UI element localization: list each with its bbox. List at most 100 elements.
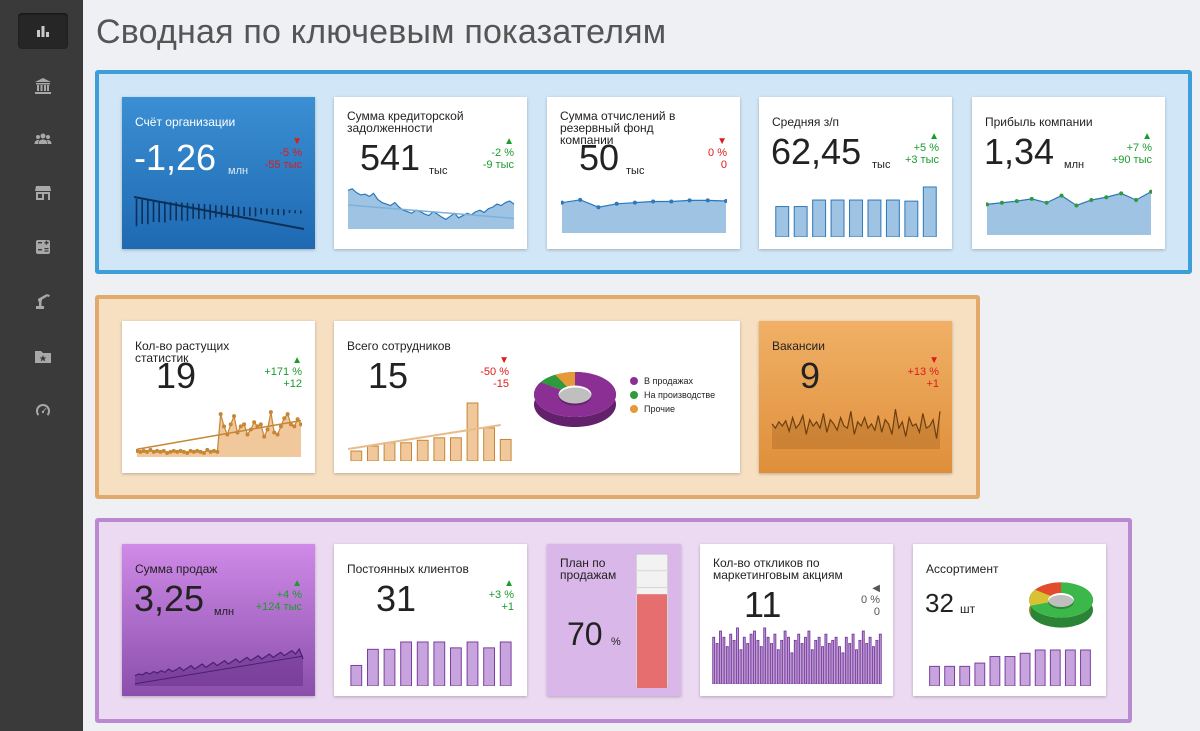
- legend-dot: [630, 405, 638, 413]
- series-line: [347, 188, 515, 221]
- card-unit: млн: [228, 165, 249, 177]
- account-card[interactable]: Счёт организации -1,26 млн ▼ -5 % -55 ты…: [122, 97, 315, 249]
- delta-percent: 0 %: [861, 594, 880, 606]
- payables-card[interactable]: Сумма кредиторской задолженности 541 тыс…: [334, 97, 527, 249]
- page-title: Сводная по ключевым показателям: [96, 13, 667, 51]
- delta-absolute: -15: [493, 378, 509, 390]
- data-point: [151, 449, 156, 454]
- bar: [1080, 649, 1091, 686]
- bar: [742, 636, 746, 684]
- bar: [243, 206, 245, 217]
- sales-chart: [134, 647, 304, 686]
- card-title: Средняя з/п: [772, 115, 840, 129]
- card-value: 31: [376, 578, 417, 619]
- card-delta: ▲ +3 % +1: [454, 578, 514, 614]
- bar: [152, 200, 155, 222]
- data-point: [205, 447, 210, 452]
- profit-card[interactable]: Прибыль компании 1,34 млн ▲ +7 % +90 тыс: [972, 97, 1165, 249]
- vacancies-card[interactable]: Вакансии 9 ▼ +13 % +1: [759, 321, 952, 473]
- bar: [416, 439, 429, 461]
- data-point: [232, 414, 237, 419]
- bar: [715, 643, 719, 684]
- delta-absolute: +1: [926, 378, 939, 390]
- data-point: [198, 449, 203, 454]
- data-point: [999, 200, 1004, 205]
- reserve-card[interactable]: Сумма отчислений в резервный фонд компан…: [547, 97, 740, 249]
- legend-dot: [630, 377, 638, 385]
- series-line: [561, 199, 727, 208]
- data-point: [596, 205, 601, 210]
- bar: [1004, 656, 1016, 686]
- up-arrow-icon: ▲: [504, 578, 514, 589]
- bar: [1064, 649, 1076, 686]
- data-point: [222, 424, 227, 429]
- sidebar-item-production[interactable]: [18, 283, 68, 319]
- clients-card[interactable]: Постоянных клиентов 31 ▲ +3 % +1: [334, 544, 527, 696]
- sidebar-item-finance[interactable]: [18, 68, 68, 104]
- card-value: 15: [368, 355, 409, 396]
- donut-slice: [1030, 582, 1093, 618]
- delta-percent: +13 %: [907, 366, 940, 378]
- responses-card[interactable]: Кол-во откликов по маркетинговым акциям …: [700, 544, 893, 696]
- responses-chart: [712, 627, 882, 684]
- bar: [807, 630, 811, 684]
- growth-card[interactable]: Кол-во растущих статистик 19 ▲ +171 % +1…: [122, 321, 315, 473]
- assortment-card[interactable]: Ассортимент 32 шт: [913, 544, 1106, 696]
- bar: [851, 633, 855, 684]
- bar: [1019, 652, 1031, 686]
- sales-card[interactable]: Сумма продаж 3,25 млн ▲ +4 % +124 тыс: [122, 544, 315, 696]
- sidebar-item-accounting[interactable]: [18, 229, 68, 265]
- data-point: [651, 199, 656, 204]
- trend-line: [347, 204, 515, 220]
- bar: [844, 636, 848, 684]
- bar: [237, 206, 240, 216]
- data-point: [295, 417, 300, 422]
- sidebar-item-monitoring[interactable]: [18, 392, 68, 428]
- bar: [944, 665, 956, 686]
- bar: [186, 202, 189, 221]
- payables-chart: [347, 188, 515, 229]
- salary-card[interactable]: Средняя з/п 62,45 тыс ▲ +5 % +3 тыс: [759, 97, 952, 249]
- card-value: 3,25: [134, 578, 205, 619]
- sidebar-item-staff[interactable]: [18, 121, 68, 157]
- bar: [283, 209, 285, 216]
- data-point: [245, 432, 250, 437]
- data-point: [285, 412, 290, 417]
- delta-percent: +4 %: [276, 589, 302, 601]
- legend-item: На производстве: [630, 388, 715, 402]
- card-unit: тыс: [872, 159, 891, 171]
- data-point: [252, 420, 257, 425]
- up-arrow-icon: ▲: [504, 136, 514, 147]
- bar: [147, 200, 149, 225]
- card-title: Вакансии: [772, 339, 825, 353]
- employees-legend: В продажах На производстве Прочие: [630, 374, 715, 416]
- data-point: [141, 448, 146, 453]
- donut-slice: [540, 374, 568, 390]
- card-unit: тыс: [429, 165, 448, 177]
- bar: [922, 186, 937, 237]
- data-point: [1089, 198, 1094, 202]
- data-point: [1074, 203, 1079, 208]
- bar: [793, 639, 797, 684]
- sidebar-item-dashboard[interactable]: [18, 13, 68, 49]
- card-delta: ▲ +7 % +90 тыс: [1092, 132, 1152, 167]
- delta-percent: +5 %: [913, 142, 939, 154]
- bar: [787, 636, 790, 684]
- employees-card[interactable]: Всего сотрудников 15 ▼ -50 % -15: [334, 321, 740, 473]
- gauge-icon: [36, 404, 51, 416]
- card-delta: ▲ +4 % +124 тыс: [242, 579, 302, 614]
- sidebar-item-sales[interactable]: [18, 175, 68, 211]
- delta-absolute: -55 тыс: [264, 159, 302, 171]
- bar: [817, 636, 821, 684]
- bar: [192, 203, 194, 219]
- plan-card[interactable]: План по продажам 70 %: [547, 544, 681, 696]
- data-point: [1149, 189, 1152, 194]
- bar: [849, 199, 863, 237]
- bar: [350, 664, 363, 686]
- data-point: [228, 422, 233, 427]
- card-value: 11: [744, 584, 782, 625]
- bar: [483, 647, 495, 686]
- donut-slice: [555, 371, 575, 387]
- bar: [141, 199, 143, 224]
- sidebar-item-projects[interactable]: [18, 338, 68, 374]
